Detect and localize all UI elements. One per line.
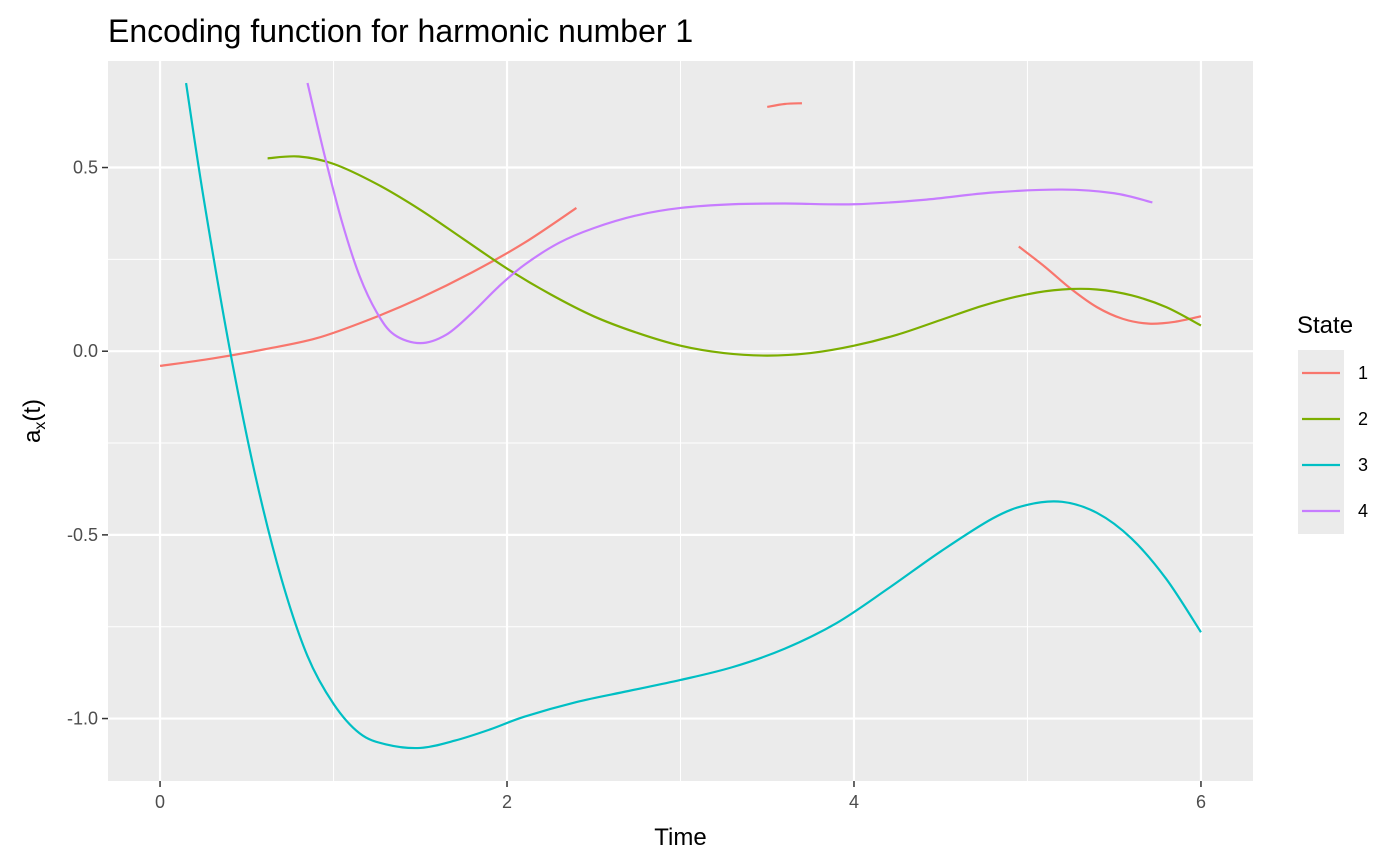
y-axis-ticks: -1.0 -0.5 0.0 0.5 (67, 158, 108, 729)
series-line-state-3 (184, 82, 1202, 750)
series-line-state-1 (767, 102, 802, 109)
legend-label-2: 2 (1358, 409, 1368, 429)
y-axis-title-tail: (t) (19, 399, 46, 422)
x-axis-title: Time (654, 824, 706, 851)
x-tick-label: 6 (1196, 792, 1206, 812)
minor-gridlines (108, 61, 1253, 781)
major-gridlines (108, 61, 1253, 781)
series-line-state-2 (267, 155, 1202, 357)
y-tick-label: 0.0 (73, 341, 98, 361)
chart-title: Encoding function for harmonic number 1 (108, 13, 693, 49)
y-tick-label: -1.0 (67, 709, 98, 729)
x-axis-ticks: 0 2 4 6 (155, 781, 1206, 812)
legend-title: State (1297, 312, 1353, 339)
y-axis-title-main: a (19, 429, 46, 443)
x-tick-label: 4 (849, 792, 859, 812)
series-line-state-1 (159, 207, 578, 367)
series-line-state-4 (306, 82, 1153, 345)
y-tick-label: 0.5 (73, 158, 98, 178)
legend: State 1 2 3 4 (1297, 312, 1368, 534)
series-lines (159, 82, 1202, 750)
x-tick-label: 2 (502, 792, 512, 812)
y-axis-title-subscript: x (32, 422, 49, 430)
x-tick-label: 0 (155, 792, 165, 812)
legend-label-4: 4 (1358, 501, 1368, 521)
y-tick-label: -0.5 (67, 525, 98, 545)
y-axis-title: ax(t) (19, 399, 49, 443)
legend-label-3: 3 (1358, 455, 1368, 475)
series-line-state-1 (1018, 245, 1202, 325)
legend-items: 1 2 3 4 (1298, 350, 1368, 534)
legend-label-1: 1 (1358, 363, 1368, 383)
